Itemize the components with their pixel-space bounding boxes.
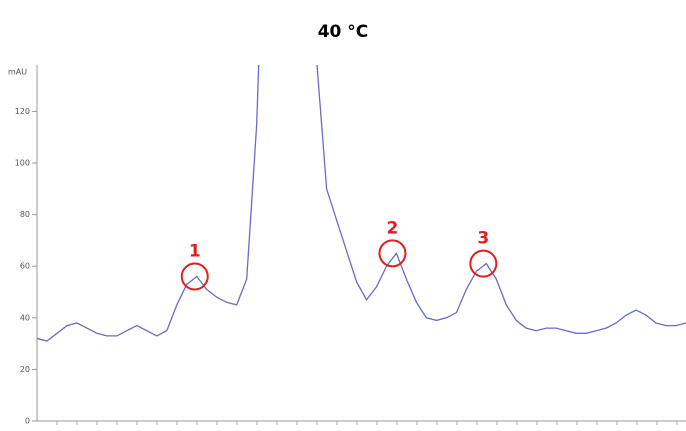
peak-circle [180, 262, 209, 291]
y-tick-label: 60 [20, 262, 30, 271]
data-line [37, 65, 686, 342]
peak-label: 1 [189, 242, 201, 262]
y-tick-label: 80 [20, 210, 30, 219]
peak-label: 2 [387, 218, 399, 238]
peak-circle [378, 239, 407, 268]
y-tick-label: 100 [15, 159, 30, 168]
peak-circle [469, 249, 498, 278]
y-tick-label: 0 [25, 417, 30, 426]
chart-title: 40 °C [318, 22, 369, 42]
y-tick-label: 20 [20, 365, 30, 374]
peak-label: 3 [477, 229, 489, 249]
y-axis-label: mAU [8, 68, 27, 77]
y-tick-label: 40 [20, 313, 30, 322]
y-tick-label: 120 [15, 107, 30, 116]
